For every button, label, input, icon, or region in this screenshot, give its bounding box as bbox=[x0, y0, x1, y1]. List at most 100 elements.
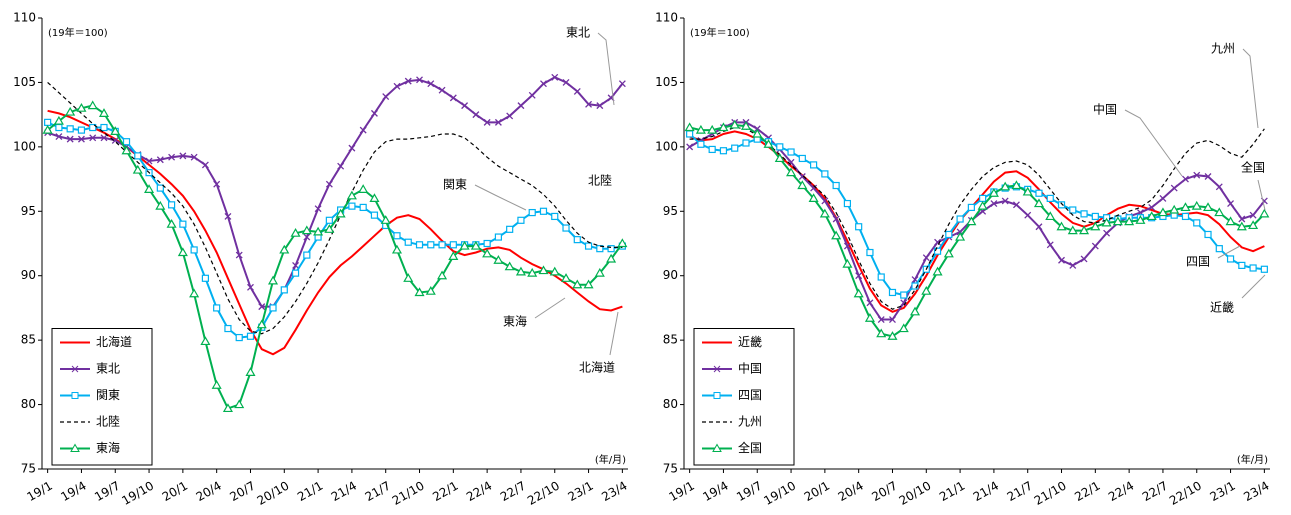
marker bbox=[956, 215, 964, 223]
leader-line bbox=[1242, 48, 1259, 129]
marker bbox=[1248, 220, 1259, 230]
marker bbox=[303, 251, 311, 259]
marker bbox=[1045, 211, 1056, 221]
y-tick-label: 100 bbox=[655, 139, 678, 153]
x-tick-label: 20/10 bbox=[897, 479, 934, 508]
marker bbox=[1033, 198, 1045, 208]
marker bbox=[494, 233, 503, 241]
marker bbox=[808, 193, 819, 202]
series-label: 近畿 bbox=[1210, 301, 1234, 315]
legend-label: 北陸 bbox=[96, 415, 120, 429]
marker bbox=[572, 279, 583, 289]
marker bbox=[909, 306, 921, 316]
marker bbox=[1193, 171, 1201, 179]
marker bbox=[1148, 203, 1156, 211]
marker bbox=[380, 215, 391, 224]
marker bbox=[877, 316, 885, 323]
marker bbox=[44, 118, 52, 126]
legend-label: 四国 bbox=[738, 388, 762, 402]
series bbox=[684, 119, 1270, 340]
marker bbox=[1080, 210, 1088, 218]
series bbox=[44, 73, 626, 311]
marker bbox=[224, 212, 232, 220]
x-tick-label: 21/4 bbox=[971, 479, 1001, 505]
marker bbox=[787, 148, 795, 156]
x-tick-label: 23/4 bbox=[599, 479, 629, 505]
marker bbox=[1058, 256, 1065, 264]
marker bbox=[393, 82, 401, 90]
marker bbox=[1011, 180, 1022, 190]
marker bbox=[889, 316, 896, 323]
marker bbox=[1259, 208, 1270, 218]
series bbox=[42, 100, 628, 413]
marker bbox=[1000, 181, 1011, 191]
marker bbox=[290, 227, 301, 237]
marker bbox=[348, 144, 356, 152]
marker bbox=[292, 261, 300, 269]
marker bbox=[382, 93, 390, 101]
x-axis-label: (年/月) bbox=[1237, 453, 1268, 466]
marker bbox=[988, 188, 999, 197]
marker bbox=[1225, 216, 1236, 226]
marker bbox=[179, 152, 187, 160]
marker bbox=[618, 80, 626, 88]
marker bbox=[1193, 219, 1201, 227]
x-tick-label: 21/1 bbox=[295, 479, 325, 505]
legend-marker bbox=[713, 365, 721, 373]
marker bbox=[527, 267, 538, 277]
marker bbox=[538, 265, 549, 275]
marker bbox=[190, 153, 198, 161]
marker bbox=[110, 126, 121, 135]
series bbox=[689, 126, 1265, 310]
series-label: 中国 bbox=[1093, 102, 1117, 117]
marker bbox=[224, 324, 232, 333]
leader-line bbox=[609, 311, 619, 356]
leader-line bbox=[1241, 274, 1266, 299]
marker bbox=[279, 244, 290, 254]
legend-marker bbox=[71, 365, 79, 373]
x-tick-label: 22/4 bbox=[1106, 479, 1136, 505]
marker bbox=[843, 199, 852, 208]
marker bbox=[189, 288, 200, 298]
marker bbox=[100, 123, 108, 132]
marker bbox=[393, 232, 401, 240]
marker bbox=[740, 121, 752, 130]
legend-marker bbox=[70, 443, 80, 452]
marker bbox=[269, 304, 277, 312]
marker bbox=[832, 181, 840, 190]
marker bbox=[1249, 264, 1257, 272]
y-tick-label: 105 bbox=[13, 75, 36, 89]
marker bbox=[437, 270, 448, 280]
marker bbox=[1091, 212, 1099, 221]
marker bbox=[596, 102, 604, 110]
marker bbox=[551, 212, 559, 221]
marker bbox=[66, 125, 74, 133]
marker bbox=[911, 282, 919, 290]
marker bbox=[256, 319, 267, 329]
marker bbox=[280, 286, 288, 294]
marker bbox=[922, 254, 930, 262]
marker bbox=[1227, 200, 1235, 208]
marker bbox=[167, 201, 176, 209]
marker bbox=[506, 225, 514, 233]
y-axis-label: (19年＝100) bbox=[48, 26, 108, 39]
marker bbox=[213, 180, 221, 188]
y-tick-label: 90 bbox=[663, 268, 678, 282]
marker bbox=[517, 102, 525, 110]
marker bbox=[1124, 216, 1135, 226]
x-tick-label: 22/1 bbox=[430, 479, 460, 505]
marker bbox=[258, 303, 266, 311]
marker bbox=[391, 244, 403, 254]
leader-line bbox=[474, 184, 527, 211]
legend-label: 東北 bbox=[96, 362, 120, 376]
marker bbox=[98, 108, 110, 117]
marker bbox=[1046, 194, 1054, 202]
marker bbox=[89, 134, 97, 142]
marker bbox=[427, 80, 435, 88]
marker bbox=[1056, 221, 1067, 231]
marker bbox=[449, 241, 457, 249]
marker bbox=[155, 200, 166, 210]
x-tick-label: 22/10 bbox=[1167, 479, 1204, 508]
marker bbox=[515, 266, 526, 276]
marker bbox=[742, 139, 750, 147]
